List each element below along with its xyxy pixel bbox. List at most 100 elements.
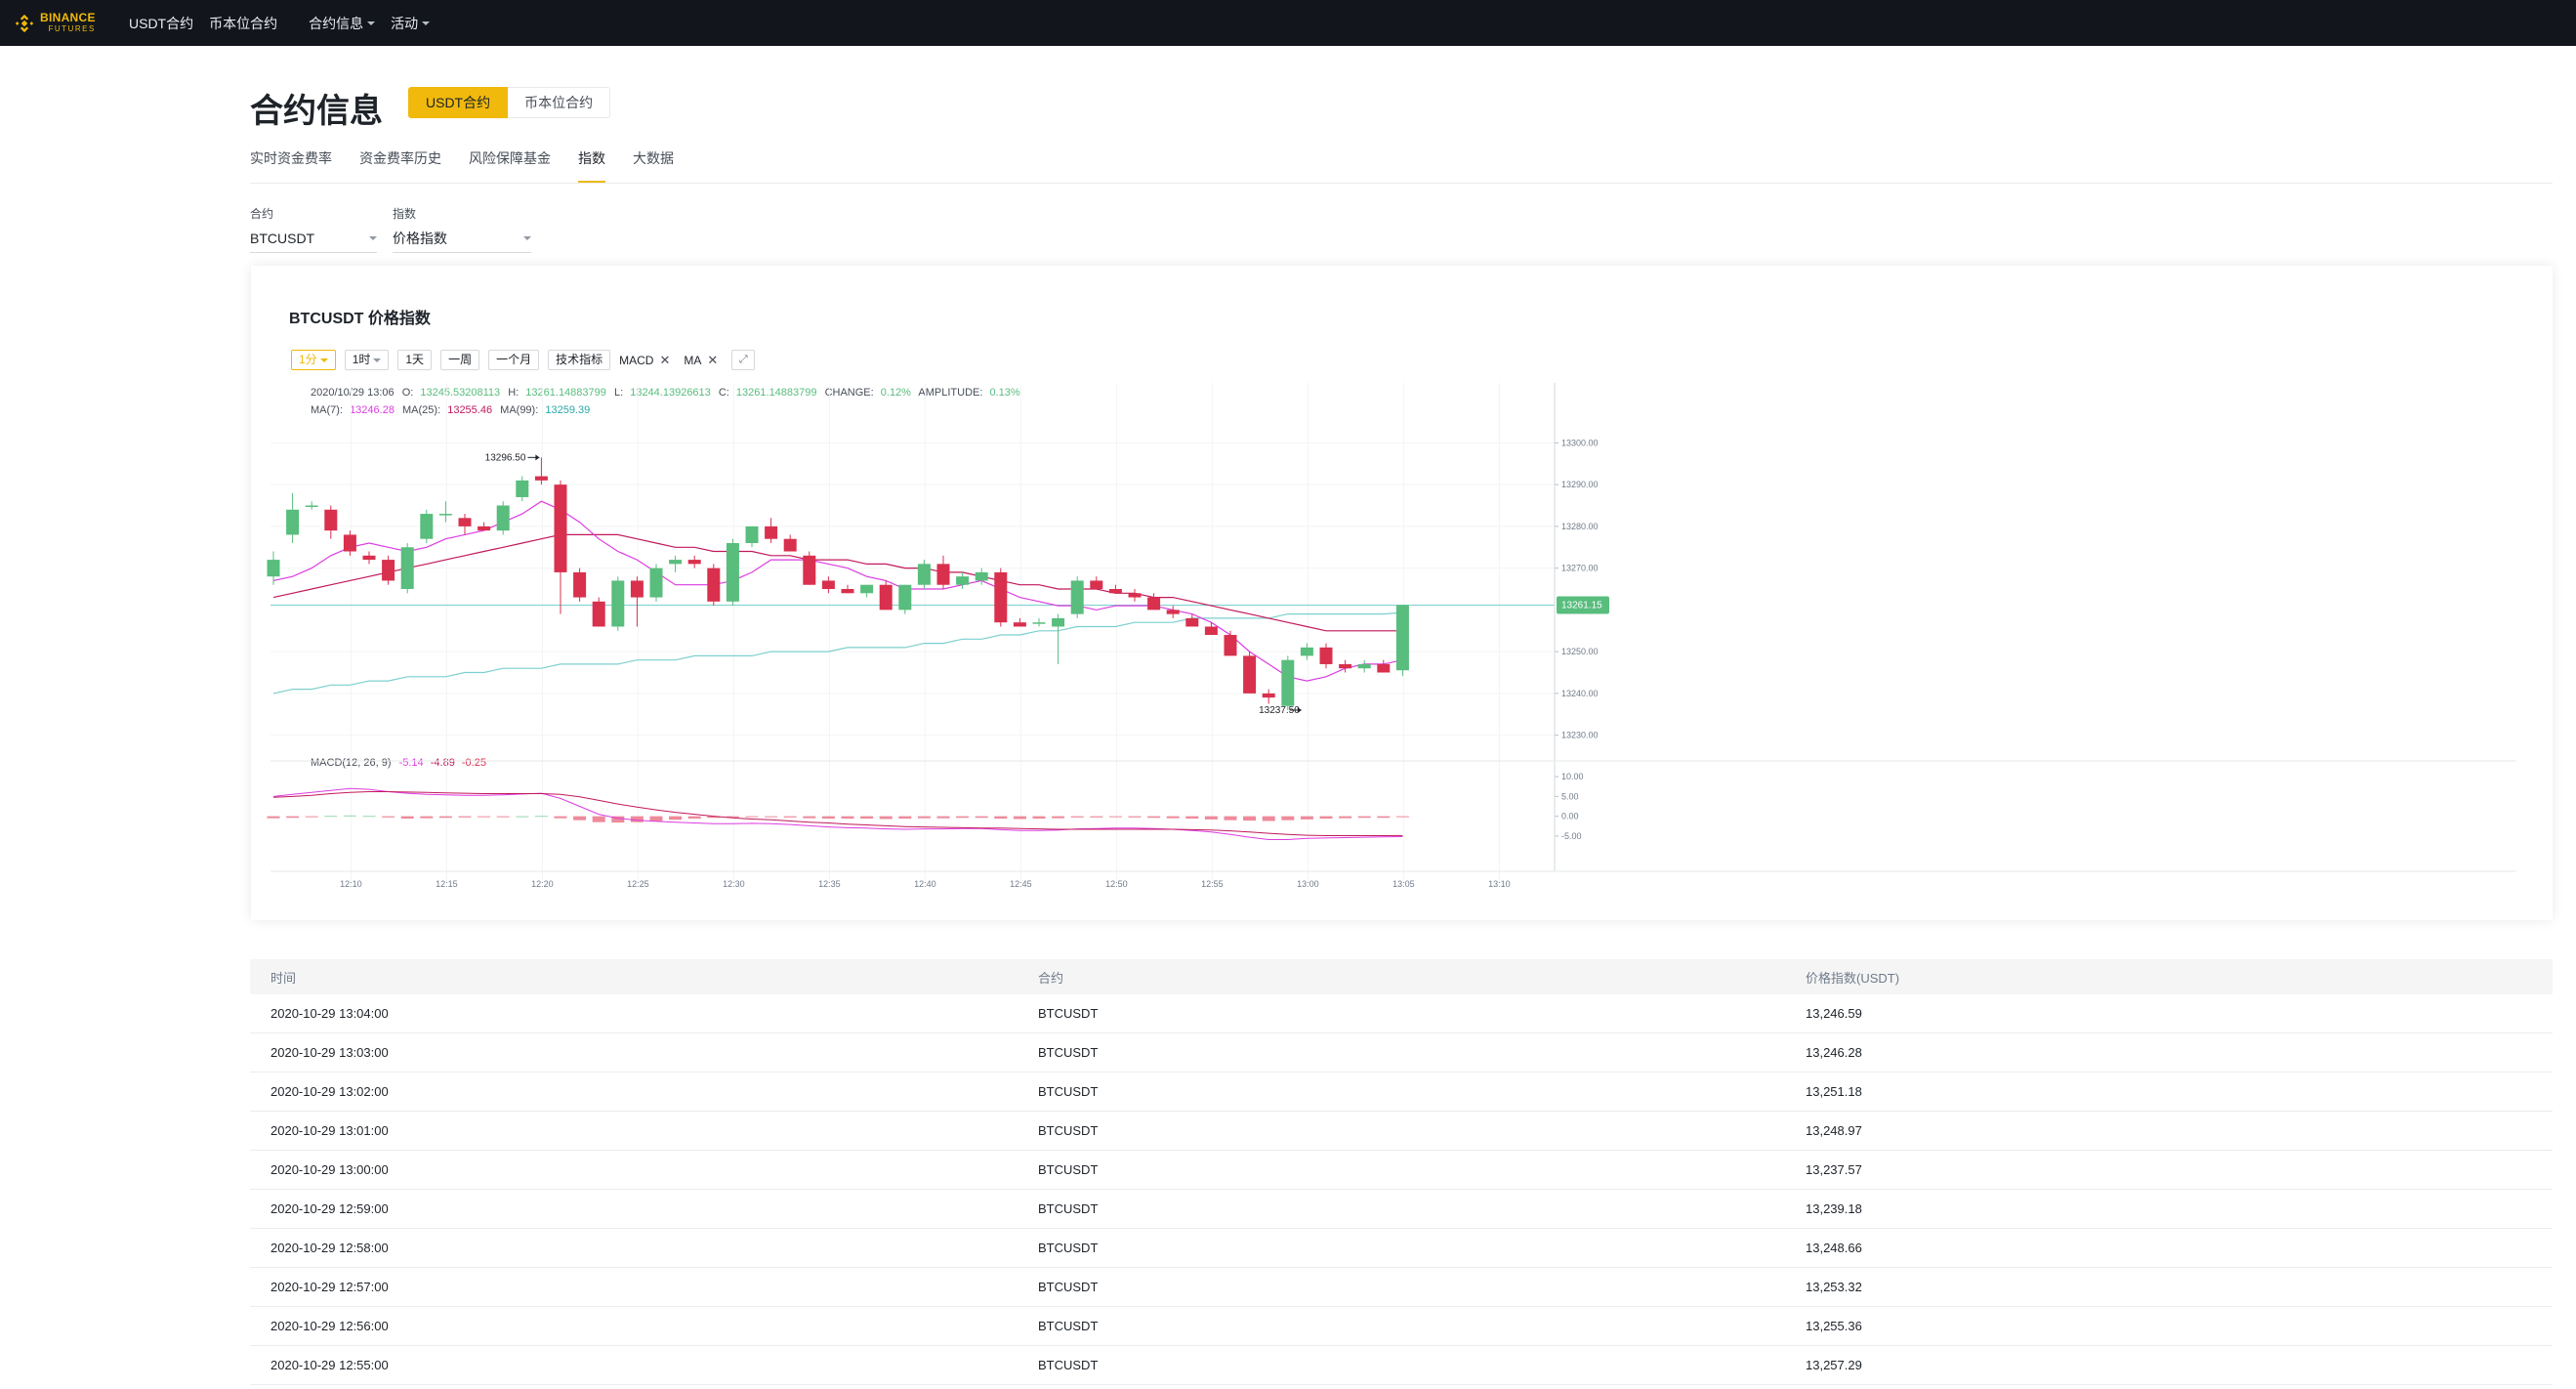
candle-body: [879, 584, 893, 610]
coin-futures-toggle[interactable]: 币本位合约: [508, 87, 611, 118]
candle-body: [573, 571, 587, 598]
binance-logo-icon: [15, 14, 34, 32]
macd-hist-bar: [1377, 816, 1391, 819]
tabs-divider: [250, 183, 2553, 184]
chart-grid: [270, 383, 1555, 881]
candle-body: [305, 505, 318, 507]
chart-markers: 13296.50 13237.50 13261.15: [485, 452, 1609, 716]
tab-realtime-funding[interactable]: 实时资金费率: [250, 150, 332, 166]
macd-hist-bar: [1300, 816, 1313, 820]
candle-body: [343, 534, 356, 552]
macd-hist-bar: [860, 816, 874, 820]
macd-hist-bar: [1357, 816, 1371, 819]
macd-hist-bar: [1090, 816, 1103, 818]
macd-hist-bar: [305, 816, 318, 818]
interval-1d-button[interactable]: 1天: [397, 350, 433, 370]
candle-body: [1377, 663, 1391, 673]
interval-1h-button[interactable]: 1时: [344, 350, 390, 370]
time-tick-label: 12:35: [818, 879, 841, 889]
tab-funding-history[interactable]: 资金费率历史: [359, 150, 441, 166]
candle-body: [1052, 617, 1065, 627]
macd-hist-bar: [1128, 816, 1142, 818]
candle-body: [1204, 626, 1218, 636]
table-row: 2020-10-29 12:56:00 BTCUSDT 13,255.36: [250, 1307, 2553, 1346]
candle-body: [783, 538, 797, 552]
table-row: 2020-10-29 12:59:00 BTCUSDT 13,239.18: [250, 1190, 2553, 1229]
interval-1w-button[interactable]: 一周: [440, 350, 480, 370]
nav-activities[interactable]: 活动: [391, 14, 431, 33]
macd-tick-label: 10.00: [1561, 772, 1584, 781]
close-value: 13261.14883799: [736, 387, 817, 399]
price-index-cell: 13,253.32: [1806, 1280, 1862, 1294]
macd-hist-bar: [879, 816, 893, 820]
candle-body: [821, 580, 835, 589]
price-tick-label: 13270.00: [1561, 564, 1599, 573]
close-label: C:: [719, 387, 729, 399]
macd-hist-bar: [745, 816, 759, 818]
amplitude-value: 0.13%: [990, 387, 1020, 399]
interval-1mo-button[interactable]: 一个月: [488, 350, 540, 370]
price-chart[interactable]: 2020/10/29 13:06 O: 13245.53208113 H: 13…: [251, 266, 2553, 920]
time-tick-label: 12:10: [340, 879, 362, 889]
time-tick-label: 13:05: [1392, 879, 1415, 889]
contract-cell: BTCUSDT: [1038, 1006, 1099, 1021]
price-index-cell: 13,251.18: [1806, 1084, 1862, 1099]
usdt-futures-toggle[interactable]: USDT合约: [408, 87, 509, 118]
price-index-cell: 13,248.97: [1806, 1123, 1862, 1138]
price-index-cell: 13,246.28: [1806, 1045, 1862, 1060]
current-price-label: 13261.15: [1561, 600, 1602, 610]
ma99-line: [272, 611, 1403, 694]
macd-hist-bar: [649, 816, 663, 821]
macd-hist-bar: [343, 815, 356, 817]
indicators-button[interactable]: 技术指标: [548, 350, 611, 370]
change-label: CHANGE:: [825, 387, 874, 399]
chevron-down-icon: [319, 358, 328, 362]
dropdown-arrow-icon: [369, 235, 377, 240]
tab-insurance-fund[interactable]: 风险保障基金: [469, 150, 551, 166]
macd-hist-bar: [1319, 816, 1333, 820]
candle-body: [496, 505, 510, 531]
logo-text-futures: FUTURES: [48, 23, 96, 33]
candle-body: [1108, 589, 1122, 594]
time-tick-label: 12:25: [627, 879, 649, 889]
time-tick-label: 12:50: [1105, 879, 1128, 889]
nav-usdt-futures[interactable]: USDT合约: [129, 15, 194, 31]
macd-hist-bar: [1013, 816, 1026, 820]
contract-select[interactable]: 合约 BTCUSDT: [250, 205, 377, 253]
candle-body: [1281, 659, 1295, 706]
candle-body: [1013, 622, 1026, 627]
macd-hist-bar: [707, 816, 721, 819]
nav-coin-futures[interactable]: 币本位合约: [209, 15, 278, 31]
macd-hist-bar: [1224, 816, 1237, 821]
high-marker-arrowhead: [535, 454, 540, 461]
ma-indicator-label: MA: [684, 353, 702, 367]
contract-cell: BTCUSDT: [1038, 1084, 1099, 1099]
fullscreen-icon[interactable]: ⤢: [731, 350, 756, 370]
low-marker-label: 13237.50: [1259, 705, 1300, 716]
high-marker-label: 13296.50: [485, 452, 526, 463]
candle-body: [1147, 597, 1161, 610]
table-row: 2020-10-29 13:03:00 BTCUSDT 13,246.28: [250, 1033, 2553, 1073]
price-index-cell: 13,237.57: [1806, 1162, 1862, 1177]
index-select[interactable]: 指数 价格指数: [393, 205, 531, 253]
nav-contract-info[interactable]: 合约信息: [309, 14, 376, 33]
chart-title: BTCUSDT 价格指数: [289, 311, 431, 327]
amplitude-label: AMPLITUDE:: [918, 387, 982, 399]
interval-1m-button[interactable]: 1分: [291, 350, 336, 370]
macd-hist-bar: [286, 816, 300, 819]
remove-ma-icon[interactable]: ✕: [707, 352, 719, 367]
binance-futures-logo[interactable]: BINANCE FUTURES: [14, 12, 111, 34]
candle-body: [611, 580, 625, 627]
high-label: H:: [508, 387, 519, 399]
price-index-cell: 13,239.18: [1806, 1201, 1862, 1216]
time-tick-label: 13:00: [1297, 879, 1319, 889]
candle-body: [420, 514, 434, 539]
macd-hist-bar: [573, 816, 587, 821]
macd-hist-bar: [1032, 816, 1046, 820]
top-nav: BINANCE FUTURES USDT合约 币本位合约 合约信息 活动: [0, 0, 2576, 46]
macd-hist-bar: [400, 816, 414, 820]
macd-hist-bar: [478, 816, 491, 818]
remove-macd-icon[interactable]: ✕: [659, 352, 671, 367]
tab-index[interactable]: 指数: [578, 148, 605, 184]
tab-big-data[interactable]: 大数据: [633, 150, 674, 166]
